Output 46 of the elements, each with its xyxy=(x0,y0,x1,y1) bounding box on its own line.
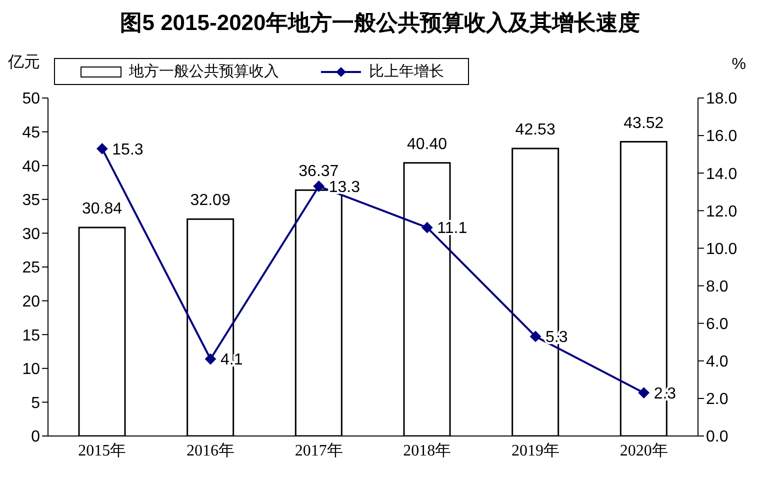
data-label: 43.52 xyxy=(624,114,664,132)
data-label: 36.37 xyxy=(298,163,339,180)
y-tick-label: 5 xyxy=(31,394,40,412)
y2-tick-label: 2.0 xyxy=(706,391,728,408)
y2-tick-label: 10.0 xyxy=(706,240,738,258)
data-label: 30.84 xyxy=(82,200,122,218)
legend-label: 比上年增长 xyxy=(368,62,444,81)
y-tick-label: 50 xyxy=(22,90,40,108)
data-label: 40.40 xyxy=(406,136,448,153)
point xyxy=(205,354,216,365)
y-tick-label: 40 xyxy=(22,158,40,176)
data-label: 42.53 xyxy=(515,121,556,138)
y-tick-label: 35 xyxy=(22,192,40,210)
chart-title: 图5 2015-2020年地方一般公共预算收入及其增长速度 xyxy=(119,9,641,37)
point xyxy=(422,222,433,234)
y2-tick-label: 6.0 xyxy=(706,316,728,334)
y-tick-label: 0 xyxy=(31,428,40,446)
data-label: 32.09 xyxy=(190,192,230,210)
y-tick-label: 15 xyxy=(22,327,40,344)
y-tick-label: 45 xyxy=(22,124,40,142)
y2-tick-label: 4.0 xyxy=(706,354,728,371)
x-tick-label: 2019年 xyxy=(512,442,560,460)
point xyxy=(638,387,650,398)
point xyxy=(313,180,324,192)
data-label: 13.3 xyxy=(328,178,360,196)
x-tick-label: 2015年 xyxy=(78,442,126,460)
x-tick-label: 2017年 xyxy=(294,442,343,460)
data-label: 15.3 xyxy=(112,141,144,158)
point xyxy=(530,330,541,342)
y2-tick-label: 12.0 xyxy=(706,203,738,220)
y-tick-label: 25 xyxy=(22,260,40,277)
y-tick-label: 30 xyxy=(22,226,40,243)
y2-axis-title: % xyxy=(732,56,746,74)
y2-tick-label: 8.0 xyxy=(706,278,728,296)
y-tick-label: 10 xyxy=(22,361,40,378)
y2-tick-label: 14.0 xyxy=(706,166,738,183)
x-tick-label: 2020年 xyxy=(620,442,668,460)
x-tick-label: 2018年 xyxy=(403,442,452,460)
y-axis-title: 亿元 xyxy=(8,53,40,73)
legend-label: 地方一般公共预算收入 xyxy=(128,62,279,81)
point xyxy=(96,143,108,154)
y2-tick-label: 0.0 xyxy=(706,428,728,446)
x-tick-label: 2016年 xyxy=(186,442,234,460)
y2-tick-label: 18.0 xyxy=(706,90,738,108)
y-tick-label: 20 xyxy=(22,293,40,310)
y2-tick-label: 16.0 xyxy=(706,128,738,146)
